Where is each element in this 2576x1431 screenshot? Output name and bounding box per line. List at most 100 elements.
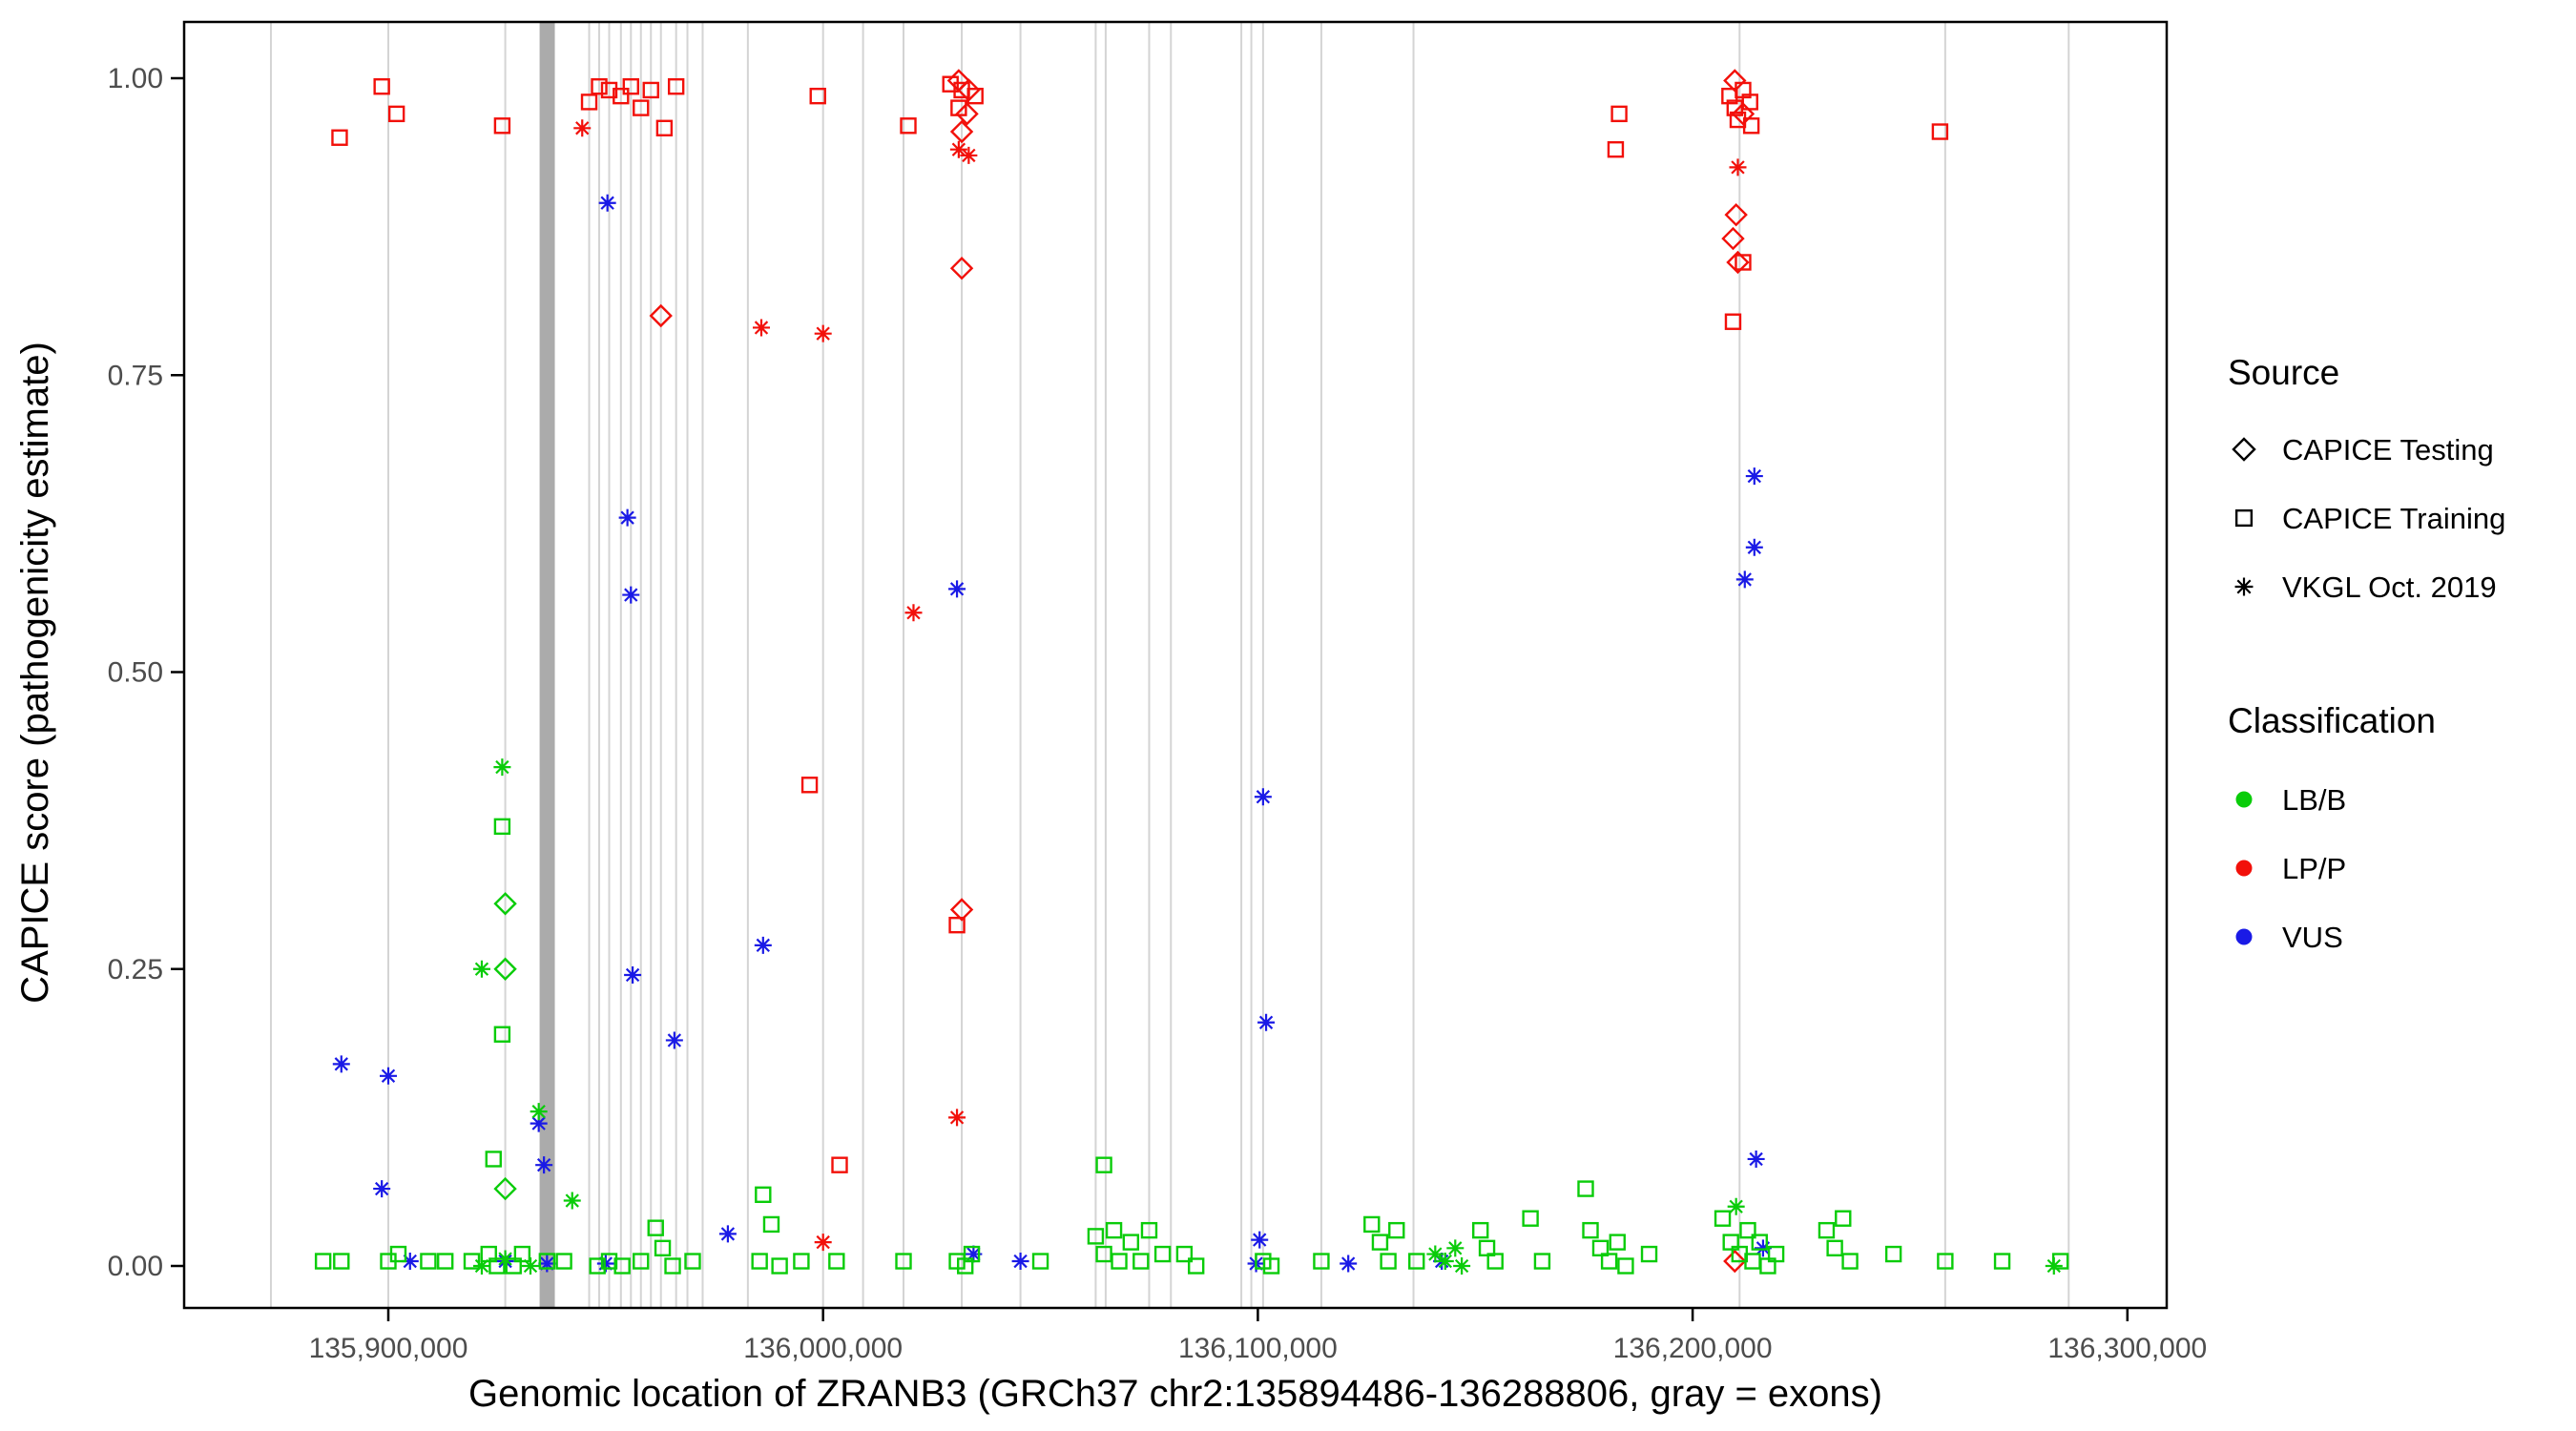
data-point [895,1253,912,1270]
data-point [963,1245,981,1263]
data-point [949,119,974,144]
data-point [1884,1245,1902,1263]
data-point [463,1253,481,1270]
data-point [1993,1253,2011,1270]
data-point [752,319,770,337]
data-point [633,1253,650,1270]
data-point [505,1257,522,1275]
data-point [1436,1253,1454,1271]
data-point [1363,1215,1381,1234]
data-point [1591,1239,1610,1257]
data-point [1408,1253,1425,1270]
data-point [600,81,618,99]
data-point [1727,1197,1745,1215]
data-point [314,1253,332,1270]
data-point [1446,1239,1465,1257]
data-point [1714,1210,1732,1227]
data-point [1607,140,1625,158]
data-point [379,1067,397,1085]
data-point [949,140,967,158]
data-point [751,1253,768,1270]
x-tick-label: 136,100,000 [1178,1333,1338,1364]
x-axis-title: Genomic location of ZRANB3 (GRCh37 chr2:… [468,1373,1882,1415]
data-point [949,257,974,280]
data-point [530,1103,548,1121]
data-point [1577,1180,1594,1197]
legend-source-title: Source [2228,353,2339,392]
legend-item-label: CAPICE Training [2282,502,2505,535]
data-point [1187,1257,1205,1275]
data-point [966,87,984,105]
data-point [1724,313,1742,330]
data-point [684,1253,701,1270]
legend-item-label: CAPICE Testing [2282,433,2494,467]
data-point [1729,158,1747,176]
y-tick-label: 0.25 [108,954,163,985]
data-point [1640,1245,1658,1263]
data-point [591,78,608,95]
data-point [814,1234,832,1252]
data-point [1742,117,1760,135]
data-point [828,1253,845,1270]
data-point [1937,1253,1954,1270]
square-icon [2234,508,2254,528]
data-point [1735,254,1752,271]
data-point [589,1257,606,1275]
data-point [530,1114,548,1132]
data-point [771,1257,788,1275]
data-point [555,1253,572,1270]
data-point [1617,1257,1634,1275]
data-point [493,818,511,836]
data-point [664,1257,681,1275]
data-point [332,1055,350,1073]
data-point [1582,1221,1599,1239]
data-point [1095,1156,1112,1173]
color-dot-icon [2235,928,2253,945]
data-point [373,78,390,95]
data-point [718,1225,737,1243]
data-point [942,75,959,93]
data-point [1122,1234,1140,1251]
data-point [1721,226,1745,251]
asterisk-icon [2234,577,2254,596]
data-point [538,1255,556,1273]
data-point [472,1257,490,1275]
data-point [1388,1221,1405,1239]
panel-border [182,20,2169,1310]
data-point [1340,1255,1358,1273]
data-point [642,81,659,99]
exon-lines-layer [269,22,2070,1308]
data-point [1153,1245,1172,1263]
x-tick-label: 136,300,000 [2047,1333,2207,1364]
data-point [900,117,917,135]
data-point [1826,1239,1843,1257]
data-point [1931,123,1949,140]
data-point [1841,1253,1859,1270]
data-point [1767,1245,1785,1263]
data-point [493,758,511,777]
data-point [1371,1234,1389,1251]
data-point [1251,1231,1269,1249]
data-point [667,78,685,95]
data-point [622,586,640,604]
legend: Source CAPICE Testing CAPICE Training VKGL … [2228,353,2505,954]
data-point [1453,1257,1471,1275]
x-tick-label: 135,900,000 [309,1333,468,1364]
legend-classification-title: Classification [2228,701,2436,740]
data-point [420,1253,437,1270]
data-point [535,1156,553,1174]
data-point [1313,1253,1330,1270]
data-point [1723,1249,1747,1274]
y-axis-title: CAPICE score (pathogenicity estimate) [14,342,56,1004]
data-point [1739,1221,1756,1239]
legend-item-label: LP/P [2282,852,2346,885]
data-point [1426,1245,1444,1263]
data-point [814,324,832,342]
data-point [472,960,490,978]
data-point [755,1186,772,1204]
data-point [800,777,819,794]
data-point [600,1253,618,1270]
